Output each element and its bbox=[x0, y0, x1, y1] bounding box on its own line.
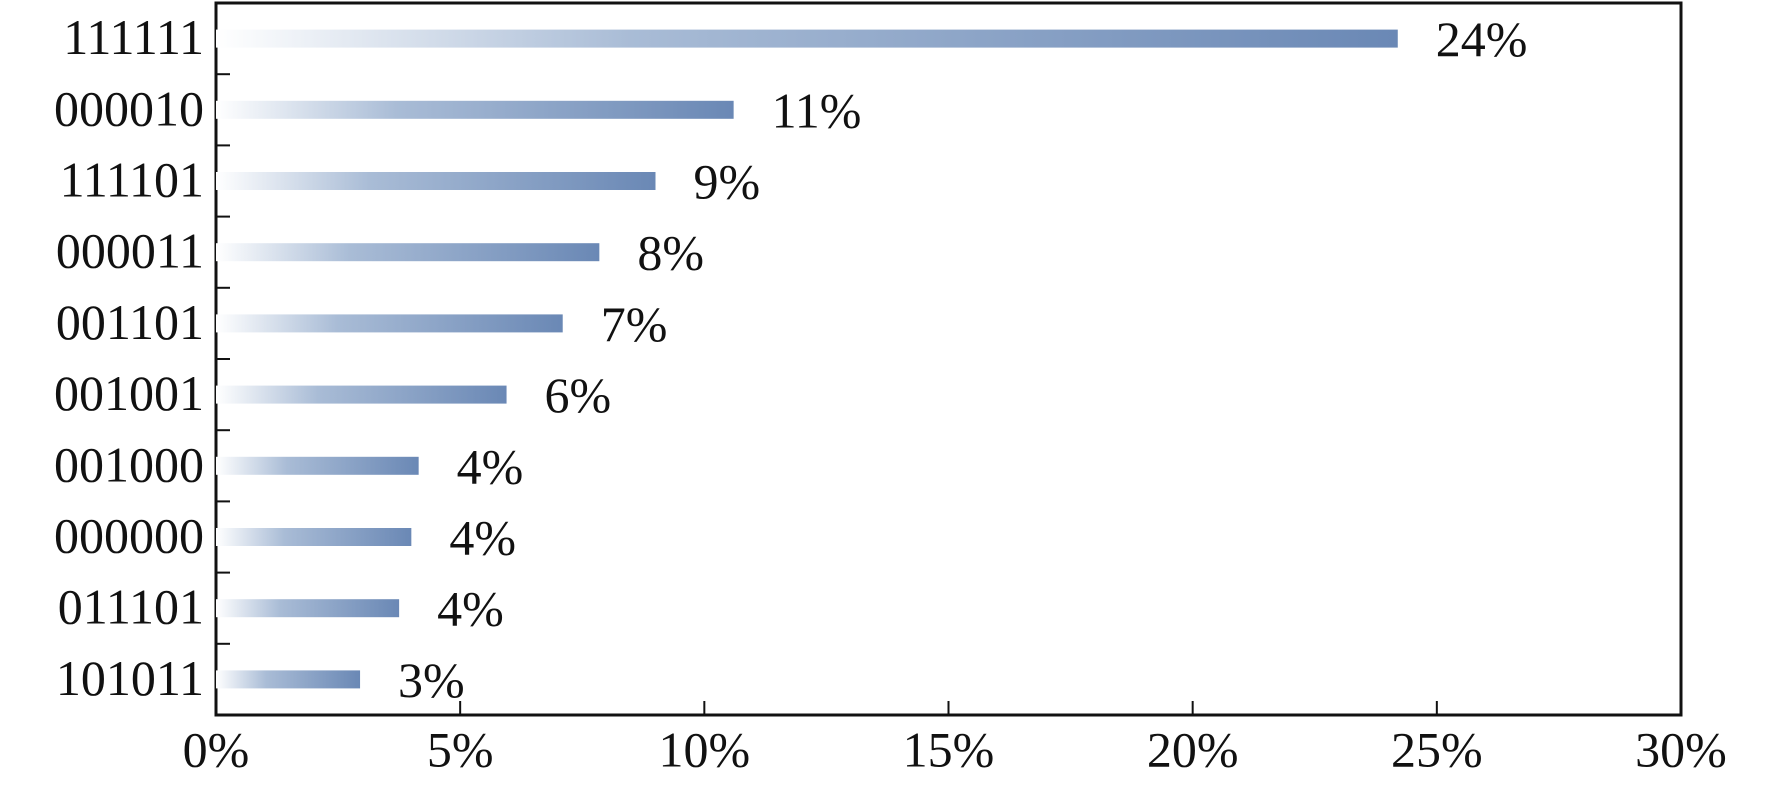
y-tick-label: 001000 bbox=[54, 436, 204, 492]
y-tick-label: 111111 bbox=[63, 9, 204, 65]
x-tick-label: 0% bbox=[183, 721, 250, 777]
y-tick-label: 111101 bbox=[60, 151, 204, 207]
value-label: 9% bbox=[694, 153, 761, 209]
bar bbox=[216, 243, 600, 262]
bar bbox=[216, 314, 563, 333]
value-label: 11% bbox=[772, 82, 862, 138]
x-tick-label: 10% bbox=[659, 721, 751, 777]
y-tick-label: 001101 bbox=[56, 294, 204, 350]
bar bbox=[216, 528, 412, 546]
bar bbox=[216, 385, 507, 404]
bar bbox=[216, 670, 361, 689]
x-tick-label: 30% bbox=[1635, 721, 1727, 777]
bar bbox=[216, 172, 656, 190]
y-tick-label: 000010 bbox=[54, 80, 204, 136]
value-label: 7% bbox=[601, 296, 668, 352]
value-label: 4% bbox=[437, 581, 504, 637]
bar bbox=[216, 456, 419, 475]
y-tick-label: 101011 bbox=[56, 650, 204, 706]
y-tick-label: 000011 bbox=[56, 223, 204, 279]
y-tick-label: 001001 bbox=[54, 365, 204, 421]
bar bbox=[216, 29, 1398, 48]
x-tick-label: 20% bbox=[1147, 721, 1239, 777]
value-label: 6% bbox=[545, 367, 612, 423]
y-tick-label: 000000 bbox=[54, 507, 204, 563]
x-tick-label: 5% bbox=[427, 721, 494, 777]
x-tick-label: 15% bbox=[903, 721, 995, 777]
bar bbox=[216, 100, 734, 119]
bar bbox=[216, 599, 400, 618]
y-tick-label: 011101 bbox=[58, 579, 204, 635]
value-label: 24% bbox=[1436, 11, 1528, 67]
value-label: 4% bbox=[449, 509, 516, 565]
value-label: 3% bbox=[398, 652, 465, 708]
value-label: 8% bbox=[637, 225, 704, 281]
value-label: 4% bbox=[457, 438, 524, 494]
x-tick-label: 25% bbox=[1391, 721, 1483, 777]
